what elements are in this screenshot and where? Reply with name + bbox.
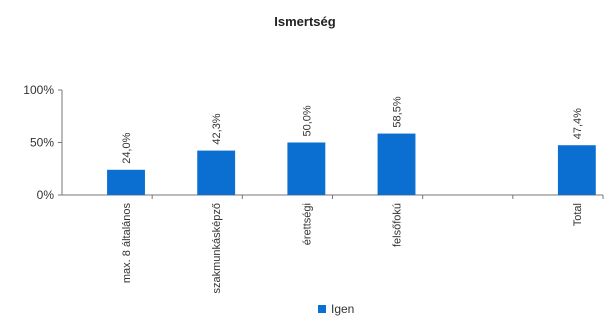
y-tick-label: 100%: [23, 83, 54, 97]
y-axis-ticks: 100% 50% 0%: [23, 83, 62, 202]
legend-swatch: [318, 305, 326, 313]
data-label: 24,0%: [121, 132, 133, 163]
data-labels: 24,0% 42,3% 50,0% 58,5% 47,4%: [121, 96, 584, 164]
bar: [287, 142, 326, 195]
bar: [197, 150, 236, 195]
category-label: érettségi: [301, 203, 313, 245]
category-label: felsőfokú: [392, 203, 404, 247]
data-label: 47,4%: [572, 108, 584, 139]
data-label: 42,3%: [211, 113, 223, 144]
y-tick-label: 0%: [37, 188, 55, 202]
chart-title: Ismertség: [274, 14, 335, 29]
bar: [377, 133, 416, 195]
legend-label-igen: Igen: [331, 302, 354, 316]
data-label: 58,5%: [392, 96, 404, 127]
bar: [107, 169, 145, 195]
y-tick-label: 50%: [30, 136, 54, 150]
legend: Igen: [318, 302, 354, 316]
category-label: Total: [572, 203, 584, 226]
x-axis-categories: max. 8 általános szakmunkásképző érettségi…: [121, 203, 584, 294]
bar: [557, 145, 596, 195]
data-label: 50,0%: [301, 105, 313, 136]
category-label: szakmunkásképző: [211, 203, 223, 294]
bar-series: [107, 133, 596, 195]
category-label: max. 8 általános: [121, 203, 133, 284]
